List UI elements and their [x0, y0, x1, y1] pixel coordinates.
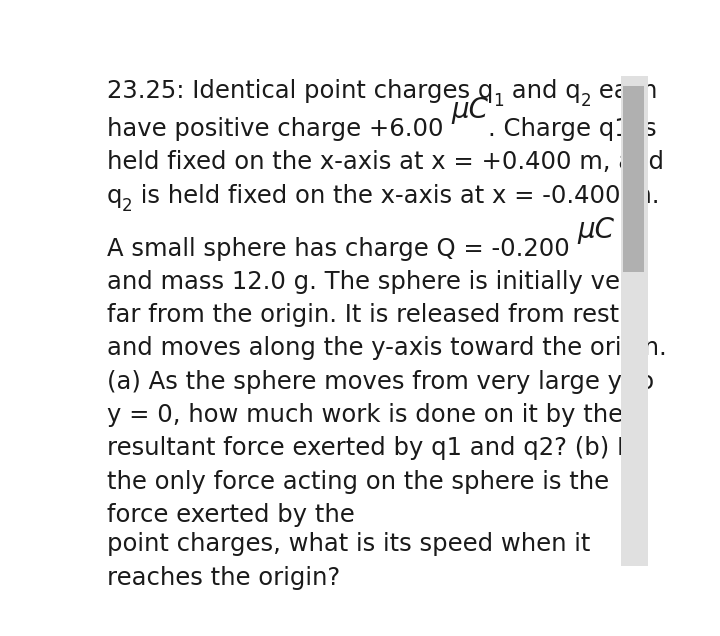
Text: and moves along the y-axis toward the origin.: and moves along the y-axis toward the or…	[107, 336, 667, 361]
Text: 2: 2	[122, 197, 133, 214]
Text: q: q	[107, 184, 122, 208]
Text: 2: 2	[580, 92, 591, 110]
FancyBboxPatch shape	[623, 86, 644, 272]
Text: 23.25: Identical point charges q: 23.25: Identical point charges q	[107, 80, 493, 104]
Text: point charges, what is its speed when it: point charges, what is its speed when it	[107, 532, 590, 556]
Text: and q: and q	[504, 80, 580, 104]
Text: the only force acting on the sphere is the: the only force acting on the sphere is t…	[107, 469, 609, 494]
Text: A small sphere has charge Q = -0.200: A small sphere has charge Q = -0.200	[107, 237, 577, 261]
Text: 1: 1	[493, 92, 504, 110]
Text: far from the origin. It is released from rest: far from the origin. It is released from…	[107, 303, 619, 327]
Text: (a) As the sphere moves from very large y to: (a) As the sphere moves from very large …	[107, 370, 654, 394]
Text: and mass 12.0 g. The sphere is initially very: and mass 12.0 g. The sphere is initially…	[107, 270, 644, 294]
Text: each: each	[591, 80, 657, 104]
Text: have positive charge +6.00: have positive charge +6.00	[107, 117, 451, 141]
Text: μC: μC	[451, 97, 488, 125]
Text: μC: μC	[577, 216, 614, 244]
Text: y = 0, how much work is done on it by the: y = 0, how much work is done on it by th…	[107, 403, 623, 427]
Text: held fixed on the x-axis at x = +0.400 m, and: held fixed on the x-axis at x = +0.400 m…	[107, 150, 664, 174]
Text: resultant force exerted by q1 and q2? (b) If: resultant force exerted by q1 and q2? (b…	[107, 436, 632, 460]
Text: force exerted by the: force exerted by the	[107, 503, 354, 527]
Text: reaches the origin?: reaches the origin?	[107, 565, 340, 590]
FancyBboxPatch shape	[621, 76, 648, 566]
Text: . Charge q1 is: . Charge q1 is	[488, 117, 657, 141]
Text: is held fixed on the x-axis at x = -0.400 m.: is held fixed on the x-axis at x = -0.40…	[133, 184, 660, 208]
